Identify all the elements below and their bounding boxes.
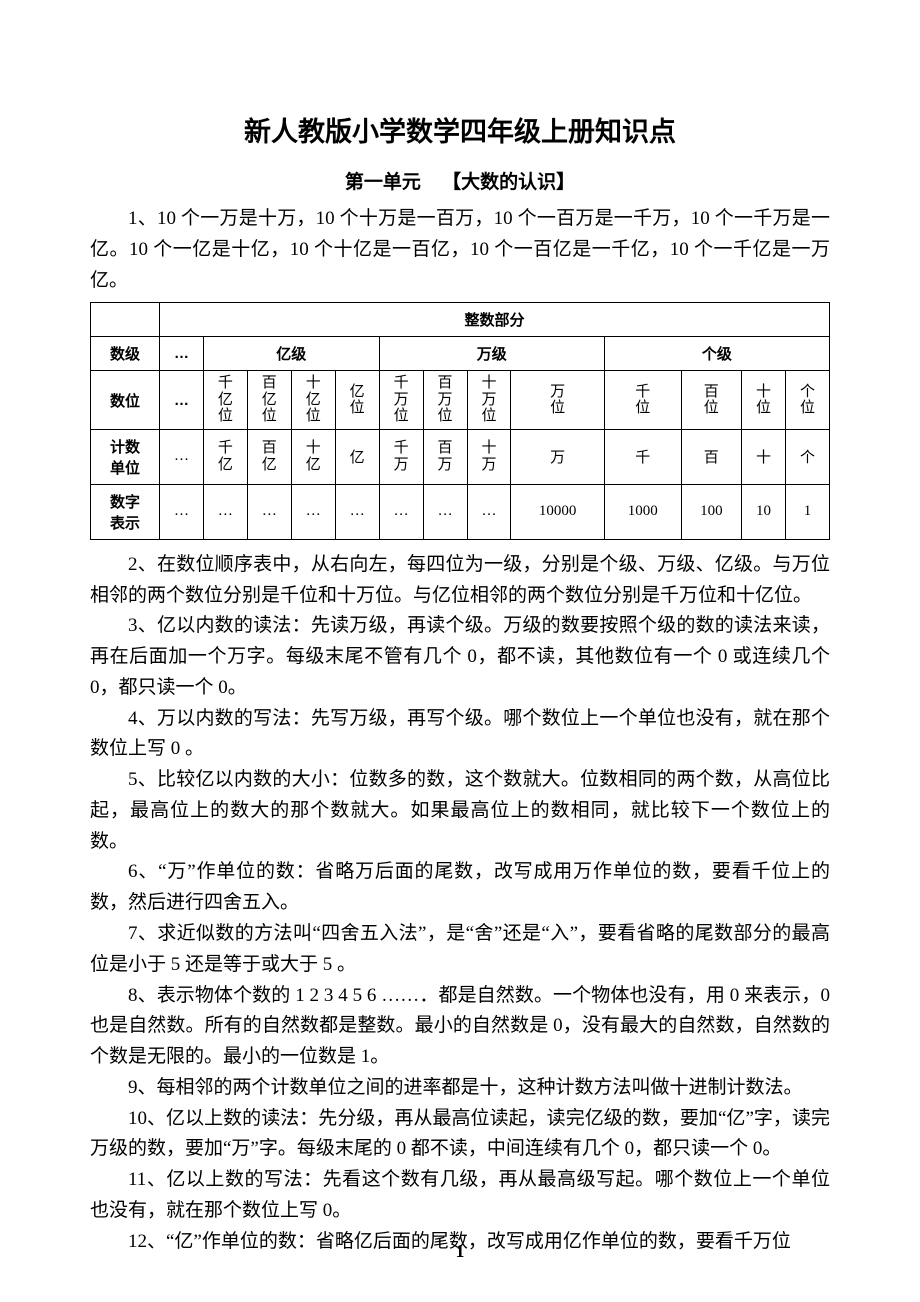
table-row-header: 整数部分 <box>91 303 830 337</box>
level-wan: 万级 <box>379 337 604 371</box>
unit-cell: 个 <box>785 429 829 484</box>
unit-cell: 十 <box>742 429 786 484</box>
paragraph-11: 11、亿以上数的写法：先看这个数有几级，再从最高级写起。哪个数位上一个单位也没有… <box>90 1165 830 1227</box>
position-cell: 十万位 <box>467 371 511 430</box>
value-cell: … <box>291 484 335 539</box>
unit-subtitle: 第一单元 【大数的认识】 <box>90 167 830 194</box>
paragraph-2: 2、在数位顺序表中，从右向左，每四位为一级，分别是个级、万级、亿级。与万位相邻的… <box>90 550 830 612</box>
paragraph-9: 9、每相邻的两个计数单位之间的进率都是十，这种计数方法叫做十进制计数法。 <box>90 1073 830 1104</box>
unit-cell: 百亿 <box>247 429 291 484</box>
position-cell: 万位 <box>511 371 604 430</box>
position-cell: 千位 <box>604 371 681 430</box>
unit-ellipsis: … <box>160 429 204 484</box>
header-span: 整数部分 <box>160 303 830 337</box>
value-cell: … <box>247 484 291 539</box>
paragraph-7: 7、求近似数的方法叫“四舍五入法”，是“舍”还是“入”，要看省略的尾数部分的最高… <box>90 919 830 981</box>
value-cell: … <box>203 484 247 539</box>
place-value-table: 整数部分 数级 … 亿级 万级 个级 数位 … 千亿位 百亿位 十亿位 亿位 千… <box>90 302 830 540</box>
unit-cell: 万 <box>511 429 604 484</box>
position-cell: 千万位 <box>379 371 423 430</box>
paragraph-6: 6、“万”作单位的数：省略万后面的尾数，改写成用万作单位的数，要看千位上的数，然… <box>90 857 830 919</box>
position-cell: 十亿位 <box>291 371 335 430</box>
header-blank <box>91 303 160 337</box>
subtitle-name: 【大数的认识】 <box>442 172 575 193</box>
subtitle-prefix: 第一单元 <box>345 172 421 193</box>
paragraph-10: 10、亿以上数的读法：先分级，再从最高位读起，读完亿级的数，要加“亿”字，读完万… <box>90 1104 830 1166</box>
table-row-position: 数位 … 千亿位 百亿位 十亿位 亿位 千万位 百万位 十万位 万位 千位 百位… <box>91 371 830 430</box>
page-number: 1 <box>0 1241 920 1262</box>
paragraph-5: 5、比较亿以内数的大小：位数多的数，这个数就大。位数相同的两个数，从高位比起，最… <box>90 765 830 857</box>
paragraph-4: 4、万以内数的写法：先写万级，再写个级。哪个数位上一个单位也没有，就在那个数位上… <box>90 704 830 766</box>
level-yi: 亿级 <box>203 337 379 371</box>
value-cell: 10 <box>742 484 786 539</box>
position-cell: 百万位 <box>423 371 467 430</box>
position-ellipsis: … <box>160 371 204 430</box>
value-cell: 10000 <box>511 484 604 539</box>
level-ge: 个级 <box>604 337 829 371</box>
value-cell: … <box>379 484 423 539</box>
position-cell: 十位 <box>742 371 786 430</box>
position-cell: 百亿位 <box>247 371 291 430</box>
table-row-unit: 计数单位 … 千亿 百亿 十亿 亿 千万 百万 十万 万 千 百 十 个 <box>91 429 830 484</box>
value-cell: … <box>467 484 511 539</box>
row-label-level: 数级 <box>91 337 160 371</box>
value-ellipsis: … <box>160 484 204 539</box>
unit-cell: 千亿 <box>203 429 247 484</box>
row-label-unit: 计数单位 <box>91 429 160 484</box>
position-cell: 个位 <box>785 371 829 430</box>
value-cell: 100 <box>681 484 741 539</box>
paragraph-8: 8、表示物体个数的 1 2 3 4 5 6 ……．都是自然数。一个物体也没有，用… <box>90 981 830 1073</box>
position-cell: 百位 <box>681 371 741 430</box>
row-label-value: 数字表示 <box>91 484 160 539</box>
row-label-position: 数位 <box>91 371 160 430</box>
value-cell: … <box>423 484 467 539</box>
table-row-value: 数字表示 … … … … … … … … 10000 1000 100 10 1 <box>91 484 830 539</box>
unit-cell: 千万 <box>379 429 423 484</box>
unit-cell: 十亿 <box>291 429 335 484</box>
unit-cell: 千 <box>604 429 681 484</box>
level-ellipsis: … <box>160 337 204 371</box>
position-cell: 亿位 <box>335 371 379 430</box>
unit-cell: 亿 <box>335 429 379 484</box>
unit-cell: 百 <box>681 429 741 484</box>
value-cell: 1000 <box>604 484 681 539</box>
position-cell: 千亿位 <box>203 371 247 430</box>
table-row-level: 数级 … 亿级 万级 个级 <box>91 337 830 371</box>
paragraph-3: 3、亿以内数的读法：先读万级，再读个级。万级的数要按照个级的数的读法来读，再在后… <box>90 611 830 703</box>
document-title: 新人教版小学数学四年级上册知识点 <box>90 110 830 149</box>
unit-cell: 百万 <box>423 429 467 484</box>
unit-cell: 十万 <box>467 429 511 484</box>
value-cell: … <box>335 484 379 539</box>
value-cell: 1 <box>785 484 829 539</box>
document-page: 新人教版小学数学四年级上册知识点 第一单元 【大数的认识】 1、10 个一万是十… <box>0 0 920 1302</box>
paragraph-1: 1、10 个一万是十万，10 个十万是一百万，10 个一百万是一千万，10 个一… <box>90 204 830 296</box>
